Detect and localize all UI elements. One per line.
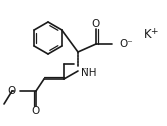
Text: K: K xyxy=(144,28,152,41)
Text: O: O xyxy=(8,86,16,96)
Text: N̈H: N̈H xyxy=(81,68,97,78)
Text: +: + xyxy=(150,26,158,36)
Text: O⁻: O⁻ xyxy=(119,39,133,49)
Text: O: O xyxy=(92,19,100,29)
Text: O: O xyxy=(32,106,40,116)
